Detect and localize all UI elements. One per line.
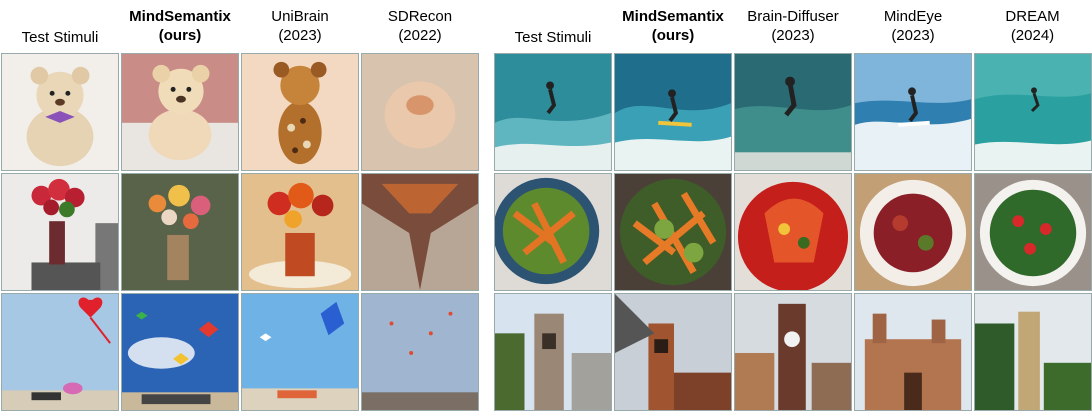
tower-dream-image xyxy=(974,293,1092,411)
salad-mindeye-image xyxy=(854,173,972,291)
col-header-mindsemantix: MindSemantix (ours) xyxy=(129,8,231,44)
col-header-unibrain: UniBrain (2023) xyxy=(271,8,329,44)
salad-stimulus-image xyxy=(494,173,612,291)
surfer-brain-diffuser-image xyxy=(734,53,852,171)
kites-mindsemantix-image xyxy=(121,293,239,411)
teddy-unibrain-image xyxy=(241,53,359,171)
salad-dream-image xyxy=(974,173,1092,291)
teddy-mindsemantix-image xyxy=(121,53,239,171)
teddy-sdrecon-image xyxy=(361,53,479,171)
kites-sdrecon-image xyxy=(361,293,479,411)
col-header-test-stimuli: Test Stimuli xyxy=(21,29,99,46)
left-column-headers: Test Stimuli MindSemantix (ours) UniBrai… xyxy=(0,0,480,52)
surfer-mindeye-image xyxy=(854,53,972,171)
tower-stimulus-image xyxy=(494,293,612,411)
right-comparison-panel: Test Stimuli MindSemantix (ours) Brain-D… xyxy=(493,0,1092,413)
surfer-dream-image xyxy=(974,53,1092,171)
right-column-headers: Test Stimuli MindSemantix (ours) Brain-D… xyxy=(493,0,1092,52)
salad-brain-diffuser-image xyxy=(734,173,852,291)
col-header-sdrecon: SDRecon (2022) xyxy=(387,8,453,44)
surfer-stimulus-image xyxy=(494,53,612,171)
col-header-dream: DREAM (2024) xyxy=(1005,8,1060,44)
kites-unibrain-image xyxy=(241,293,359,411)
flowers-unibrain-image xyxy=(241,173,359,291)
col-header-test-stimuli: Test Stimuli xyxy=(514,29,592,46)
surfer-mindsemantix-image xyxy=(614,53,732,171)
tower-mindeye-image xyxy=(854,293,972,411)
flowers-stimulus-image xyxy=(1,173,119,291)
tower-brain-diffuser-image xyxy=(734,293,852,411)
tower-mindsemantix-image xyxy=(614,293,732,411)
col-header-mindsemantix: MindSemantix (ours) xyxy=(622,8,724,44)
col-header-mindeye: MindEye (2023) xyxy=(883,8,943,44)
flowers-sdrecon-image xyxy=(361,173,479,291)
left-comparison-panel: Test Stimuli MindSemantix (ours) UniBrai… xyxy=(0,0,480,413)
col-header-brain-diffuser: Brain-Diffuser (2023) xyxy=(747,8,839,44)
teddy-stimulus-image xyxy=(1,53,119,171)
flowers-mindsemantix-image xyxy=(121,173,239,291)
salad-mindsemantix-image xyxy=(614,173,732,291)
kites-stimulus-image xyxy=(1,293,119,411)
